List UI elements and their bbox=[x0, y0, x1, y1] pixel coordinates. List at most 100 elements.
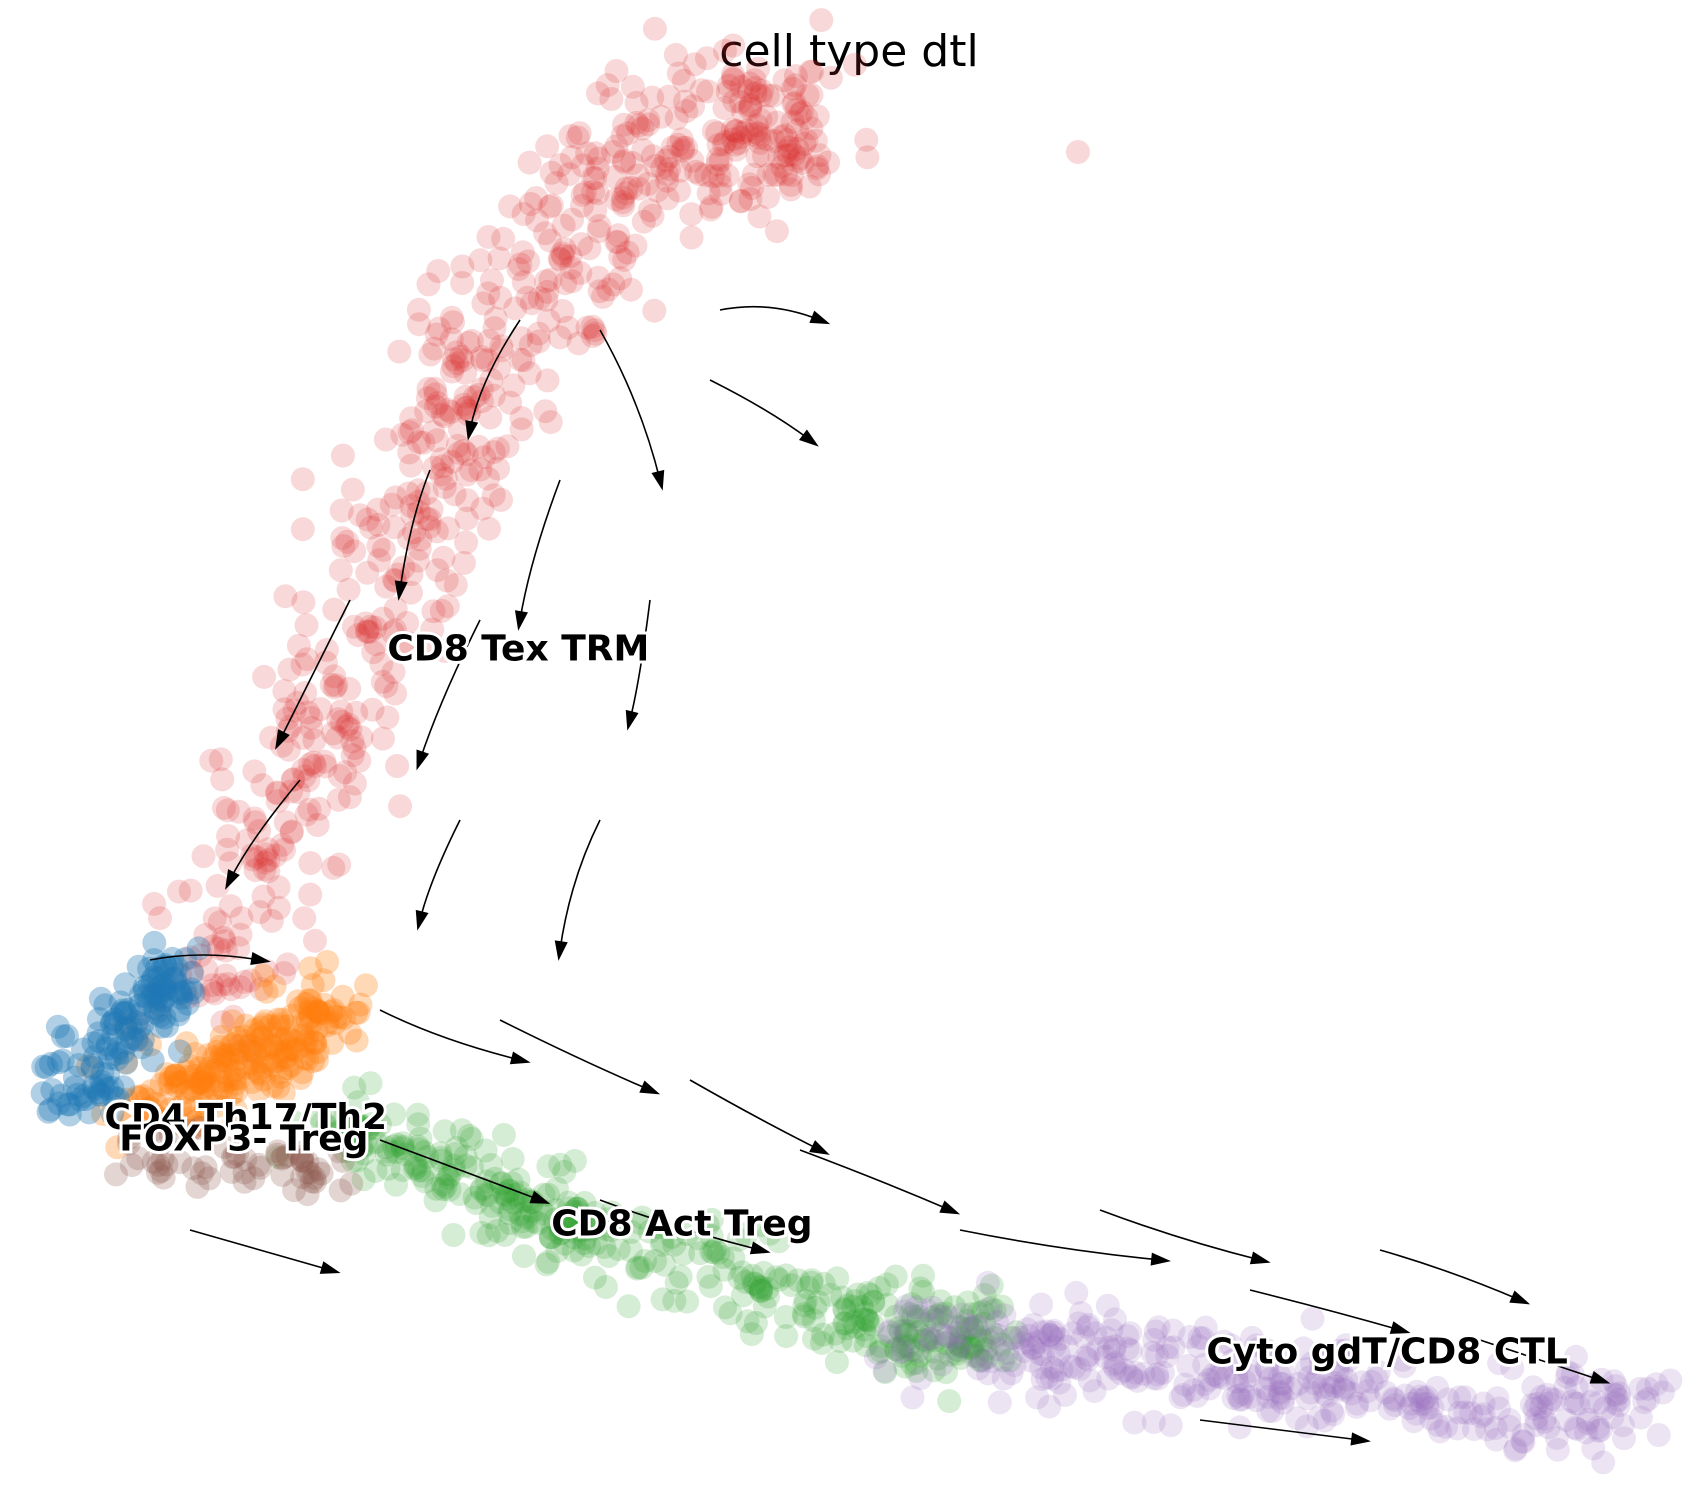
cell-point bbox=[1332, 1375, 1357, 1400]
cell-point bbox=[503, 296, 528, 321]
cell-point bbox=[850, 1307, 875, 1332]
cell-point bbox=[68, 1087, 92, 1112]
cell-point bbox=[1021, 1312, 1046, 1337]
cell-point bbox=[326, 787, 351, 812]
cell-point bbox=[279, 1026, 304, 1051]
cell-point bbox=[130, 1027, 155, 1052]
cell-point bbox=[646, 1215, 671, 1240]
cell-point bbox=[565, 1209, 590, 1233]
cell-point bbox=[47, 1091, 71, 1116]
cell-point bbox=[280, 819, 304, 844]
cell-point bbox=[222, 1066, 247, 1091]
cell-point bbox=[247, 900, 272, 925]
cell-point bbox=[1119, 1365, 1144, 1390]
stream-line bbox=[689, 1079, 821, 1151]
cell-point bbox=[111, 1075, 136, 1100]
cell-point bbox=[551, 243, 576, 268]
cell-point bbox=[1635, 1376, 1660, 1401]
cell-point bbox=[388, 794, 413, 819]
cell-point bbox=[695, 1213, 720, 1238]
cell-point bbox=[476, 281, 501, 306]
cell-point bbox=[238, 1033, 263, 1058]
cell-point bbox=[204, 1079, 229, 1104]
cell-point bbox=[1555, 1360, 1580, 1385]
cell-point bbox=[1579, 1389, 1604, 1414]
cell-point bbox=[128, 983, 153, 1008]
cell-point bbox=[148, 1003, 173, 1028]
cell-point bbox=[116, 1131, 141, 1156]
cell-point bbox=[150, 1146, 175, 1171]
cell-point bbox=[610, 124, 635, 148]
stream-line bbox=[499, 1019, 651, 1091]
cell-point bbox=[286, 989, 310, 1014]
cell-point bbox=[455, 462, 479, 487]
cell-point bbox=[150, 1109, 174, 1134]
cell-point bbox=[802, 1326, 826, 1351]
cell-point bbox=[413, 1169, 438, 1194]
cell-point bbox=[1004, 1320, 1029, 1345]
cell-point bbox=[843, 1314, 868, 1339]
cell-point bbox=[803, 128, 828, 153]
cell-point bbox=[715, 163, 740, 188]
cell-point bbox=[83, 1044, 108, 1069]
cell-point bbox=[350, 1133, 375, 1158]
cell-point bbox=[227, 1039, 252, 1064]
cell-point bbox=[543, 1207, 568, 1232]
cell-point bbox=[950, 1302, 975, 1327]
cell-point bbox=[798, 59, 823, 84]
cell-point bbox=[1538, 1387, 1563, 1411]
cell-point bbox=[423, 382, 448, 407]
cell-point bbox=[272, 961, 297, 986]
cell-point bbox=[376, 1156, 401, 1181]
cell-point bbox=[183, 1114, 208, 1139]
cell-point bbox=[348, 992, 373, 1017]
cell-point bbox=[858, 1282, 883, 1307]
cell-point bbox=[291, 590, 316, 615]
cell-point bbox=[699, 1239, 724, 1264]
cell-point bbox=[1142, 1327, 1167, 1352]
cell-point bbox=[232, 1024, 257, 1049]
cell-point bbox=[415, 386, 440, 411]
cell-point bbox=[893, 1322, 918, 1347]
cell-point bbox=[88, 986, 113, 1011]
cell-point bbox=[1295, 1386, 1320, 1411]
cell-point bbox=[735, 1309, 760, 1334]
cell-point bbox=[1001, 1325, 1026, 1350]
stream-line bbox=[379, 1139, 541, 1201]
cell-point bbox=[1069, 1301, 1093, 1326]
stream-line bbox=[419, 819, 461, 921]
cell-point bbox=[476, 1223, 501, 1248]
cell-point bbox=[1484, 1427, 1509, 1452]
cell-point bbox=[365, 497, 390, 522]
cell-point bbox=[1318, 1376, 1342, 1401]
cell-point bbox=[587, 214, 612, 238]
cell-point bbox=[159, 1124, 183, 1148]
cell-point bbox=[1544, 1425, 1569, 1450]
cell-point bbox=[596, 277, 621, 302]
cell-point bbox=[686, 1226, 711, 1251]
cell-point bbox=[1123, 1360, 1148, 1385]
cell-point bbox=[832, 1296, 857, 1321]
cell-point bbox=[346, 623, 371, 648]
cell-point bbox=[671, 135, 696, 160]
cell-point bbox=[1522, 1397, 1547, 1421]
cell-point bbox=[124, 1009, 149, 1034]
cell-point bbox=[232, 1160, 257, 1185]
cell-point bbox=[1297, 1365, 1322, 1390]
cell-point bbox=[260, 1074, 285, 1099]
cell-point bbox=[583, 1200, 607, 1225]
cell-point bbox=[196, 1088, 221, 1113]
cell-point bbox=[54, 1024, 79, 1048]
cell-point bbox=[331, 1148, 355, 1173]
cell-point bbox=[30, 1081, 55, 1106]
cell-point bbox=[361, 640, 386, 665]
cell-point bbox=[811, 1322, 836, 1347]
cell-point bbox=[550, 299, 575, 323]
cell-point bbox=[164, 1063, 188, 1088]
cell-point bbox=[1373, 1380, 1398, 1405]
stream-arrowhead bbox=[809, 1140, 830, 1155]
cell-point bbox=[1636, 1387, 1660, 1412]
cell-point bbox=[252, 664, 277, 689]
cell-point bbox=[1196, 1367, 1221, 1392]
